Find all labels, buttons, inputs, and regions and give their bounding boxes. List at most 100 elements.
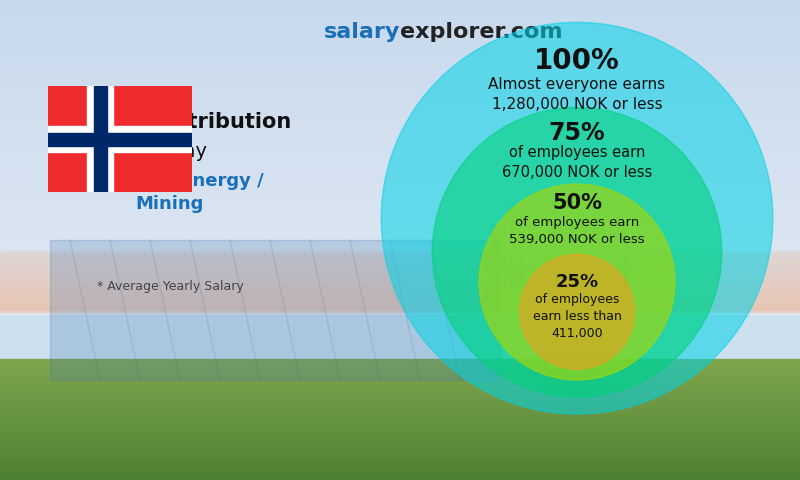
Circle shape	[479, 184, 675, 380]
Text: explorer.com: explorer.com	[400, 22, 562, 42]
Bar	[0, 103, 800, 108]
Bar	[0, 44, 800, 48]
Bar	[0, 422, 800, 426]
Bar	[0, 231, 800, 236]
Bar	[0, 265, 800, 270]
Bar	[550, 195, 564, 285]
Bar	[0, 449, 800, 453]
Bar	[0, 100, 800, 105]
Bar	[0, 215, 800, 220]
Bar	[0, 283, 800, 286]
Bar	[490, 225, 505, 285]
Bar	[0, 419, 800, 423]
Bar	[0, 150, 800, 155]
Bar	[0, 90, 800, 96]
Bar	[0, 392, 800, 396]
Bar	[0, 458, 800, 462]
Bar	[0, 293, 800, 296]
Bar	[0, 259, 800, 264]
Bar	[0, 96, 800, 102]
Bar	[0, 25, 800, 30]
Bar	[0, 265, 800, 268]
Bar	[0, 140, 800, 145]
Bar	[0, 377, 800, 381]
Text: 25%: 25%	[555, 273, 598, 291]
Bar	[0, 175, 800, 180]
Bar	[0, 31, 800, 36]
Bar	[0, 404, 800, 408]
Bar	[0, 255, 800, 258]
Text: of employees earn
539,000 NOK or less: of employees earn 539,000 NOK or less	[510, 216, 645, 246]
Bar	[0, 22, 800, 26]
Bar	[0, 134, 800, 139]
Bar	[0, 365, 800, 369]
Bar	[0, 261, 800, 264]
Bar	[0, 251, 800, 254]
Bar	[0, 293, 800, 298]
Bar	[0, 128, 800, 132]
Bar	[0, 300, 800, 304]
Bar	[48, 126, 192, 153]
Bar	[0, 410, 800, 414]
Bar	[0, 443, 800, 447]
Text: of employees
earn less than
411,000: of employees earn less than 411,000	[533, 293, 622, 339]
Bar	[0, 218, 800, 223]
Bar	[0, 228, 800, 232]
Bar	[0, 461, 800, 465]
Bar	[0, 389, 800, 393]
Bar	[0, 374, 800, 378]
Bar	[0, 467, 800, 471]
Bar	[0, 28, 800, 33]
Bar	[0, 109, 800, 114]
Bar	[0, 285, 800, 288]
Bar	[0, 273, 800, 276]
Bar	[0, 464, 800, 468]
Circle shape	[519, 254, 634, 369]
Bar	[0, 295, 800, 298]
Bar	[0, 190, 800, 195]
Bar	[0, 0, 800, 5]
Bar	[87, 86, 114, 192]
Bar	[0, 65, 800, 71]
Bar	[0, 301, 800, 304]
Bar	[0, 271, 800, 274]
Bar	[0, 299, 800, 302]
Bar	[0, 452, 800, 456]
Bar	[0, 305, 800, 308]
Bar	[0, 153, 800, 157]
Text: 50%: 50%	[552, 193, 602, 213]
Bar	[0, 297, 800, 300]
Bar	[0, 398, 800, 402]
Bar	[0, 275, 800, 278]
Bar	[0, 277, 800, 280]
Bar	[570, 220, 586, 285]
Bar	[0, 470, 800, 474]
Bar	[0, 9, 800, 14]
Bar	[0, 6, 800, 11]
Text: salary: salary	[324, 22, 400, 42]
Bar	[0, 12, 800, 17]
Bar	[0, 302, 800, 308]
Bar	[0, 281, 800, 286]
Bar	[0, 268, 800, 273]
Bar	[0, 431, 800, 435]
Bar	[0, 250, 800, 254]
Bar	[0, 156, 800, 161]
Bar	[0, 281, 800, 284]
Bar	[0, 256, 800, 261]
Bar	[0, 275, 800, 279]
Text: Mining: Mining	[136, 195, 204, 213]
Bar	[0, 246, 800, 252]
Bar	[0, 3, 800, 8]
Bar	[0, 307, 800, 310]
Bar	[0, 289, 800, 292]
Bar	[48, 132, 192, 146]
Bar	[0, 87, 800, 92]
Bar	[0, 146, 800, 152]
Bar	[0, 225, 800, 229]
Circle shape	[381, 23, 773, 414]
Bar	[0, 380, 800, 384]
Bar	[0, 50, 800, 55]
Bar	[0, 243, 800, 248]
Bar	[0, 359, 800, 363]
